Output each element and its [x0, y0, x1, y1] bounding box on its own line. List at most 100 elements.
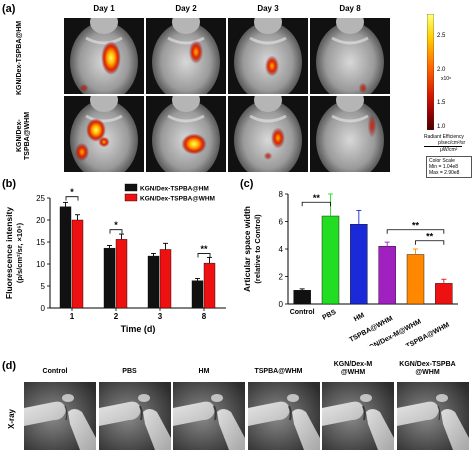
significance-label: *	[114, 220, 118, 230]
bar-KGN/Dex-TSPBA@WHM-2	[115, 239, 128, 309]
y-axis-label-units: (relative to Control)	[253, 214, 262, 284]
colorbar-tick-15: 1.5	[437, 100, 446, 106]
xray-image-5	[396, 382, 469, 450]
y-tick-label: 4	[279, 245, 284, 254]
xray-label-line: @WHM	[415, 369, 440, 376]
y-tick-label: 15	[36, 238, 45, 247]
colorbar-tick-20: 2.0	[437, 67, 446, 73]
fluorescence-image-whm-day-2	[146, 96, 226, 172]
panel-a-letter: (a)	[2, 3, 16, 15]
femur-bone	[173, 401, 215, 426]
colorbar-gradient	[426, 13, 435, 131]
legend-swatch	[124, 193, 138, 202]
mouse-photo	[64, 96, 144, 172]
y-axis-label-units: (p/s/cm²/sr, ×10⁶)	[15, 222, 24, 283]
xray-label-0: Control	[22, 368, 88, 376]
colorbar	[426, 13, 435, 131]
mouse-head	[172, 96, 200, 112]
x-axis-label: Time (d)	[121, 324, 156, 334]
y-tick-label: 6	[279, 218, 284, 227]
tibia-bone	[366, 409, 394, 450]
panel-d-letter: (d)	[2, 360, 17, 372]
bar-KGN/Dex-TSPBA@WHM	[435, 283, 453, 305]
xray-label-3: TSPBA@WHM	[246, 368, 312, 376]
significance-bracket	[65, 196, 79, 201]
mouse-head	[254, 96, 282, 112]
x-tick-label: PBS	[321, 309, 337, 322]
xray-row-label: X-ray	[7, 409, 16, 430]
xray-label-line: @WHM	[340, 369, 366, 376]
femur-bone	[247, 401, 290, 426]
bar-KGN/Dex-TSPBA@HM-1	[59, 206, 72, 309]
xray-photo	[24, 382, 96, 450]
xray-image-1	[98, 382, 171, 450]
bar-KGN/Dex-TSPBA@WHM-1	[71, 219, 84, 309]
fluorescence-image-hm-day-2	[146, 18, 226, 94]
significance-bracket	[109, 229, 123, 234]
fluorescence-signal	[181, 133, 207, 155]
femur-bone	[322, 401, 364, 426]
fluorescence-signal	[86, 118, 106, 142]
mouse-head	[90, 18, 118, 34]
tibia-bone	[68, 409, 96, 450]
significance-label: **	[200, 244, 208, 254]
bar-HM	[350, 224, 368, 305]
significance-label: *	[70, 187, 74, 197]
panel-b-letter: (b)	[2, 178, 17, 190]
legend-label: KGN/Dex-TSPBA@WHM	[140, 196, 215, 203]
mouse-head	[172, 18, 200, 34]
y-axis-label: Fluorescence intensity	[4, 207, 14, 299]
patella-bone	[435, 394, 448, 402]
fluorescence-image-whm-day-1	[64, 96, 144, 172]
tibia-bone	[440, 409, 469, 450]
fluorescence-signal	[263, 152, 273, 160]
mouse-head	[90, 96, 118, 112]
fluorescence-signal	[265, 55, 279, 77]
fluorescence-image-hm-day-1	[64, 18, 144, 94]
colorbar-scale-info: Color Scale Min = 1.04e8 Max = 2.90e8	[426, 156, 472, 178]
xray-photo	[396, 382, 469, 450]
fluorescence-signal	[367, 114, 377, 138]
xray-label-line: TSPBA@WHM	[254, 368, 303, 375]
tibia-bone	[291, 409, 320, 450]
fluorescence-signal	[98, 136, 110, 148]
x-tick-label: 3	[158, 312, 163, 321]
x-tick-label: 2	[114, 312, 119, 321]
joint-space	[213, 405, 217, 421]
fluorescence-signal	[358, 82, 368, 94]
fluorescence-image-whm-day-4	[310, 96, 390, 172]
y-tick-label: 0	[41, 304, 46, 313]
row-label-whm: KGN/Dex-TSPBA@WHM	[16, 111, 31, 161]
significance-label: **	[426, 231, 434, 241]
xray-label-line: Control	[42, 368, 68, 375]
mouse-photo	[310, 18, 390, 94]
y-tick-label: 20	[36, 216, 45, 225]
joint-space	[287, 405, 292, 421]
x-tick-label: 8	[202, 312, 207, 321]
xray-label-line: PBS	[122, 368, 137, 375]
articular-space-bar-chart: 0 2 4 6 8 Articular space width (relative to C…	[242, 190, 458, 346]
significance-bracket	[415, 240, 445, 245]
patella-bone	[360, 394, 372, 402]
fluorescence-image-hm-day-4	[310, 18, 390, 94]
mouse-head	[336, 96, 364, 112]
bar-TSPBA@WHM	[378, 246, 396, 305]
femur-bone	[396, 401, 439, 426]
mouse-photo	[146, 96, 226, 172]
fluorescence-signal	[75, 142, 89, 162]
x-tick-label: Control	[290, 309, 315, 316]
patella-bone	[137, 394, 150, 402]
xray-label-5: KGN/Dex-TSPBA @WHM	[395, 361, 461, 377]
legend-swatch	[124, 183, 138, 192]
joint-space	[64, 405, 68, 421]
significance-label: **	[412, 220, 420, 230]
xray-image-3	[247, 382, 320, 450]
tibia-bone	[217, 409, 245, 450]
x-tick-label: HM	[353, 312, 366, 323]
fluorescence-signal	[271, 127, 285, 149]
fluorescence-signal	[189, 40, 203, 64]
patella-bone	[286, 394, 299, 402]
y-tick-label: 25	[36, 194, 45, 203]
fluorescence-signal	[79, 84, 89, 92]
bar-KGN/Dex-TSPBA@WHM-8	[203, 262, 216, 309]
